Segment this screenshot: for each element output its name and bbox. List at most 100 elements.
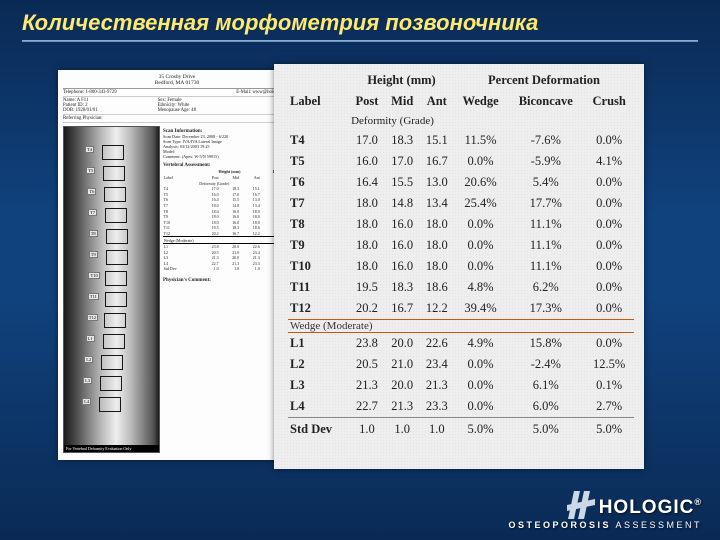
vertebra-label: T10 — [88, 272, 99, 279]
report-document: 35 Crosby Drive Bedford, MA 01730 Teleph… — [58, 70, 296, 460]
big-cell: T9 — [288, 235, 349, 256]
vertebra-label: T11 — [88, 293, 99, 300]
big-row: T417.018.315.111.5%-7.6%0.0% — [288, 130, 634, 151]
big-cell: T4 — [288, 130, 349, 151]
mini-cell: 1.0 — [199, 266, 220, 272]
big-cell: -7.6% — [507, 130, 584, 151]
big-cell: -2.4% — [507, 354, 584, 375]
spine-image: T4T5T6T7T8T9T10T11T12L1L2L3L4 For Verteb… — [63, 126, 160, 453]
big-cell: 17.0 — [349, 130, 385, 151]
big-col-header: Biconcave — [507, 91, 584, 112]
logo-sub2: ASSESSMENT — [611, 520, 702, 530]
slide: Количественная морфометрия позвоночника … — [0, 0, 720, 540]
spine-caption: For Vertebral Deformity Evaluation Only — [64, 445, 159, 452]
big-cell: 0.0% — [454, 235, 507, 256]
report-header: 35 Crosby Drive Bedford, MA 01730 — [63, 74, 291, 89]
big-cell: 18.0 — [349, 256, 385, 277]
big-cell: 0.0% — [584, 256, 634, 277]
big-cell: 0.0% — [454, 214, 507, 235]
vertebra-box: T8 — [106, 229, 128, 244]
big-cell: L3 — [288, 375, 349, 396]
big-cell: 20.5 — [349, 354, 385, 375]
big-row: T516.017.016.70.0%-5.9%4.1% — [288, 151, 634, 172]
logo-name: HOLOGIC — [599, 497, 695, 518]
vertebra-label: L4 — [82, 398, 91, 405]
vertebra-box: T6 — [104, 187, 126, 202]
scan-info-line: Comment: (Apex: W-5/N 59015) — [163, 154, 291, 159]
big-cell: 0.0% — [584, 214, 634, 235]
big-cell: 16.0 — [349, 151, 385, 172]
wedge-label: Wedge (Moderate) — [288, 320, 634, 333]
big-cell: 4.9% — [454, 333, 507, 355]
phys-comment-title: Physician's Comment: — [163, 278, 291, 283]
slide-title: Количественная морфометрия позвоночника — [0, 0, 720, 46]
vertebra-box: T11 — [105, 292, 127, 307]
mini-wedge-label: Wedge (Moderate) — [163, 237, 291, 244]
big-cell: 5.0% — [584, 418, 634, 441]
big-cell: 17.3% — [507, 298, 584, 320]
mini-cell: 1.0 — [240, 266, 261, 272]
big-table: Height (mm) Percent Deformation LabelPos… — [288, 70, 634, 440]
big-cell: 11.5% — [454, 130, 507, 151]
big-cell: 22.7 — [349, 396, 385, 418]
big-row: Std Dev1.01.01.05.0%5.0%5.0% — [288, 418, 634, 441]
mini-table: Height (mm) Pct LabelPostMidAntWedge Def… — [163, 169, 291, 272]
mini-row: Wedge (Moderate) — [163, 237, 291, 244]
big-cell: 0.0% — [454, 256, 507, 277]
vertebra-box: T10 — [105, 271, 127, 286]
big-group-height: Height (mm) — [349, 70, 454, 91]
big-cell: 16.0 — [385, 256, 420, 277]
big-col-header: Wedge — [454, 91, 507, 112]
logo-mark-icon — [567, 491, 595, 519]
referring-physician-label: Referring Physician: — [63, 116, 103, 121]
report-telephone: Telephone: 1-800-343-9729 — [63, 90, 117, 95]
big-cell: 0.0% — [584, 130, 634, 151]
big-cell: 6.2% — [507, 277, 584, 298]
big-cell: 0.0% — [584, 298, 634, 320]
big-cell: 20.0 — [385, 333, 420, 355]
big-cell: L1 — [288, 333, 349, 355]
big-cell: 11.1% — [507, 235, 584, 256]
big-cell: L2 — [288, 354, 349, 375]
vertebra-label: T7 — [88, 209, 97, 216]
big-cell: T10 — [288, 256, 349, 277]
big-cell: 0.0% — [454, 354, 507, 375]
data-panel: Height (mm) Percent Deformation LabelPos… — [274, 64, 644, 469]
big-cell: 18.0 — [349, 235, 385, 256]
vertebra-box: L3 — [100, 376, 122, 391]
big-row: T818.016.018.00.0%11.1%0.0% — [288, 214, 634, 235]
big-cell: 6.1% — [507, 375, 584, 396]
big-cell: 19.5 — [349, 277, 385, 298]
big-cell: 21.3 — [420, 375, 454, 396]
big-row: L123.820.022.64.9%15.8%0.0% — [288, 333, 634, 355]
big-cell: 11.1% — [507, 256, 584, 277]
big-cell: 17.0 — [385, 151, 420, 172]
big-row: T718.014.813.425.4%17.7%0.0% — [288, 193, 634, 214]
big-row: L220.521.023.40.0%-2.4%12.5% — [288, 354, 634, 375]
big-cell: 15.1 — [420, 130, 454, 151]
big-cell: 18.0 — [420, 256, 454, 277]
mini-cell: Std Dev — [163, 266, 199, 272]
logo-sub1: OSTEOPOROSIS — [508, 520, 611, 530]
vertebra-box: T7 — [105, 208, 127, 223]
big-cell: 39.4% — [454, 298, 507, 320]
vertebra-label: L3 — [83, 377, 92, 384]
big-cell: 14.8 — [385, 193, 420, 214]
vertebra-label: T8 — [89, 230, 98, 237]
vertebra-box: L2 — [101, 355, 123, 370]
big-cell: 5.4% — [507, 172, 584, 193]
big-col-header: Mid — [385, 91, 420, 112]
big-cell: 23.3 — [420, 396, 454, 418]
vertebra-box: L1 — [103, 334, 125, 349]
big-cell: 16.0 — [385, 214, 420, 235]
big-cell: 25.4% — [454, 193, 507, 214]
mini-cell: 1.0 — [219, 266, 240, 272]
big-group-deform: Percent Deformation — [454, 70, 634, 91]
big-cell: 0.0% — [454, 151, 507, 172]
logo-subtitle: OSTEOPOROSIS ASSESSMENT — [508, 520, 702, 530]
big-cell: 4.8% — [454, 277, 507, 298]
big-cell: L4 — [288, 396, 349, 418]
big-cell: 21.0 — [385, 354, 420, 375]
big-cell: T12 — [288, 298, 349, 320]
big-cell: 5.0% — [507, 418, 584, 441]
